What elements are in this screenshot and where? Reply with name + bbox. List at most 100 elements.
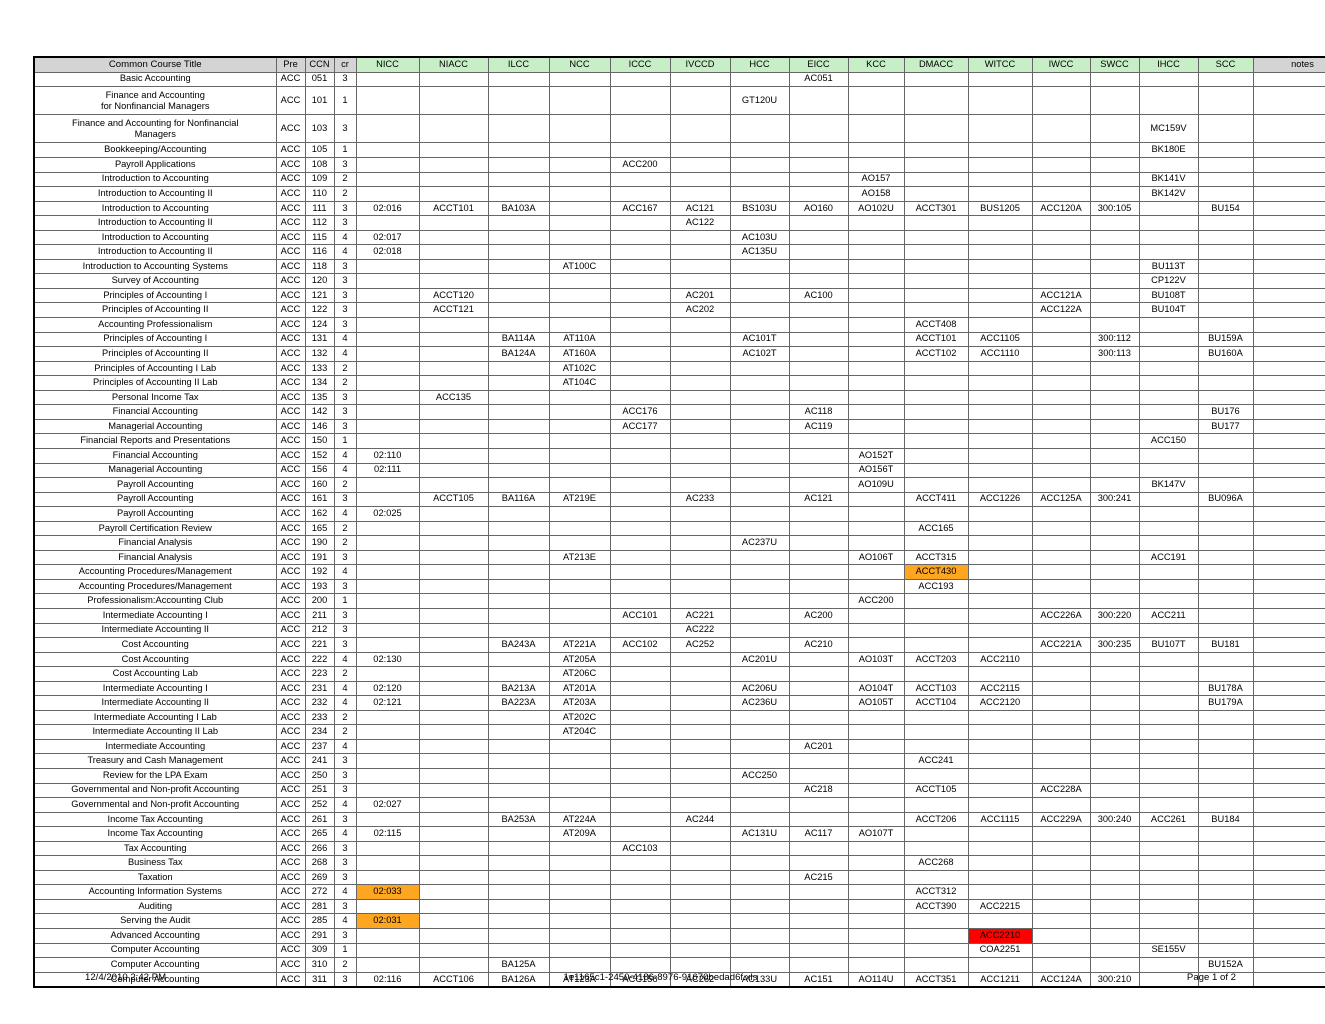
college-equivalent-cell[interactable]: 02:018 [355,244,420,260]
college-equivalent-cell[interactable] [1031,171,1091,188]
college-equivalent-cell[interactable] [967,157,1033,173]
course-cr-cell[interactable]: 3 [333,753,357,769]
college-equivalent-cell[interactable] [487,86,550,116]
college-equivalent-cell[interactable] [1252,971,1325,988]
college-equivalent-cell[interactable] [609,273,671,289]
college-equivalent-cell[interactable] [1197,666,1254,682]
course-pre-cell[interactable]: ACC [275,244,306,260]
college-equivalent-cell[interactable] [548,520,611,537]
college-equivalent-cell[interactable] [487,229,550,246]
college-equivalent-cell[interactable] [1197,942,1254,959]
course-cr-cell[interactable]: 4 [333,826,357,842]
college-equivalent-cell[interactable] [788,520,849,537]
course-cr-cell[interactable]: 3 [333,811,357,828]
course-ccn-cell[interactable]: 116 [304,244,335,260]
college-equivalent-cell[interactable] [967,258,1033,275]
college-equivalent-cell[interactable] [903,666,969,682]
college-equivalent-cell[interactable] [967,593,1033,609]
course-title-cell[interactable]: Business Tax [33,855,277,871]
college-equivalent-cell[interactable] [487,651,550,668]
college-equivalent-cell[interactable] [847,709,905,726]
college-equivalent-cell[interactable]: AT213E [548,549,611,566]
college-equivalent-cell[interactable] [1252,520,1325,537]
college-equivalent-cell[interactable] [729,913,790,929]
course-title-cell[interactable]: Cost Accounting [33,651,277,668]
course-cr-cell[interactable]: 4 [333,738,357,755]
college-equivalent-cell[interactable] [355,564,420,580]
college-equivalent-cell[interactable]: 02:016 [355,200,420,217]
course-ccn-cell[interactable]: 222 [304,651,335,668]
college-equivalent-cell[interactable] [355,738,420,755]
college-equivalent-cell[interactable] [729,797,790,813]
college-equivalent-cell[interactable] [1031,114,1091,144]
course-cr-cell[interactable]: 3 [333,869,357,886]
college-equivalent-cell[interactable] [788,360,849,377]
college-equivalent-cell[interactable] [1252,215,1325,231]
college-equivalent-cell[interactable] [903,114,969,144]
college-equivalent-cell[interactable]: 300:241 [1089,491,1140,508]
course-title-cell[interactable]: Governmental and Non-profit Accounting [33,782,277,799]
college-equivalent-cell[interactable] [903,244,969,260]
course-pre-cell[interactable]: ACC [275,971,306,988]
course-ccn-cell[interactable]: 134 [304,375,335,391]
college-equivalent-cell[interactable] [1089,244,1140,260]
college-equivalent-cell[interactable] [1089,855,1140,871]
college-equivalent-cell[interactable] [729,477,790,493]
college-equivalent-cell[interactable] [967,797,1033,813]
college-equivalent-cell[interactable] [609,491,671,508]
course-cr-cell[interactable]: 1 [333,942,357,959]
college-equivalent-cell[interactable] [729,811,790,828]
college-equivalent-cell[interactable]: AC119 [788,418,849,435]
college-equivalent-cell[interactable] [847,855,905,871]
college-equivalent-cell[interactable] [609,593,671,609]
college-equivalent-cell[interactable] [903,840,969,857]
college-equivalent-cell[interactable] [1089,767,1140,784]
course-ccn-cell[interactable]: 132 [304,346,335,362]
college-equivalent-cell[interactable] [1252,273,1325,289]
college-equivalent-cell[interactable] [967,957,1033,973]
course-title-cell[interactable]: Computer Accounting [33,971,277,988]
college-equivalent-cell[interactable] [1031,215,1091,231]
college-equivalent-cell[interactable] [903,869,969,886]
college-equivalent-cell[interactable] [967,229,1033,246]
college-equivalent-cell[interactable] [548,797,611,813]
college-equivalent-cell[interactable] [903,229,969,246]
college-equivalent-cell[interactable] [967,389,1033,406]
college-equivalent-cell[interactable] [1252,622,1325,639]
course-title-cell[interactable]: Personal Income Tax [33,389,277,406]
college-equivalent-cell[interactable] [1197,520,1254,537]
college-equivalent-cell[interactable] [418,928,489,944]
college-equivalent-cell[interactable] [669,433,731,449]
college-equivalent-cell[interactable] [967,666,1033,682]
course-cr-cell[interactable]: 3 [333,928,357,944]
column-header-scc[interactable]: SCC [1197,56,1254,73]
college-equivalent-cell[interactable] [669,273,731,289]
college-equivalent-cell[interactable] [1252,433,1325,449]
college-equivalent-cell[interactable] [609,811,671,828]
college-equivalent-cell[interactable] [487,738,550,755]
college-equivalent-cell[interactable] [903,389,969,406]
college-equivalent-cell[interactable] [788,157,849,173]
college-equivalent-cell[interactable] [487,404,550,420]
college-equivalent-cell[interactable] [729,404,790,420]
college-equivalent-cell[interactable] [548,593,611,609]
college-equivalent-cell[interactable]: CP122V [1138,273,1199,289]
college-equivalent-cell[interactable]: AC244 [669,811,731,828]
college-equivalent-cell[interactable] [1089,506,1140,522]
college-equivalent-cell[interactable] [669,317,731,333]
course-pre-cell[interactable]: ACC [275,840,306,857]
course-title-cell[interactable]: Payroll Accounting [33,477,277,493]
course-ccn-cell[interactable]: 268 [304,855,335,871]
course-ccn-cell[interactable]: 252 [304,797,335,813]
college-equivalent-cell[interactable] [487,724,550,740]
college-equivalent-cell[interactable]: 02:025 [355,506,420,522]
college-equivalent-cell[interactable] [967,477,1033,493]
course-cr-cell[interactable]: 3 [333,418,357,435]
college-equivalent-cell[interactable] [487,869,550,886]
college-equivalent-cell[interactable] [355,389,420,406]
college-equivalent-cell[interactable]: AC100 [788,287,849,304]
college-equivalent-cell[interactable] [1138,244,1199,260]
college-equivalent-cell[interactable] [548,114,611,144]
college-equivalent-cell[interactable]: AO158 [847,186,905,202]
college-equivalent-cell[interactable] [1031,928,1091,944]
